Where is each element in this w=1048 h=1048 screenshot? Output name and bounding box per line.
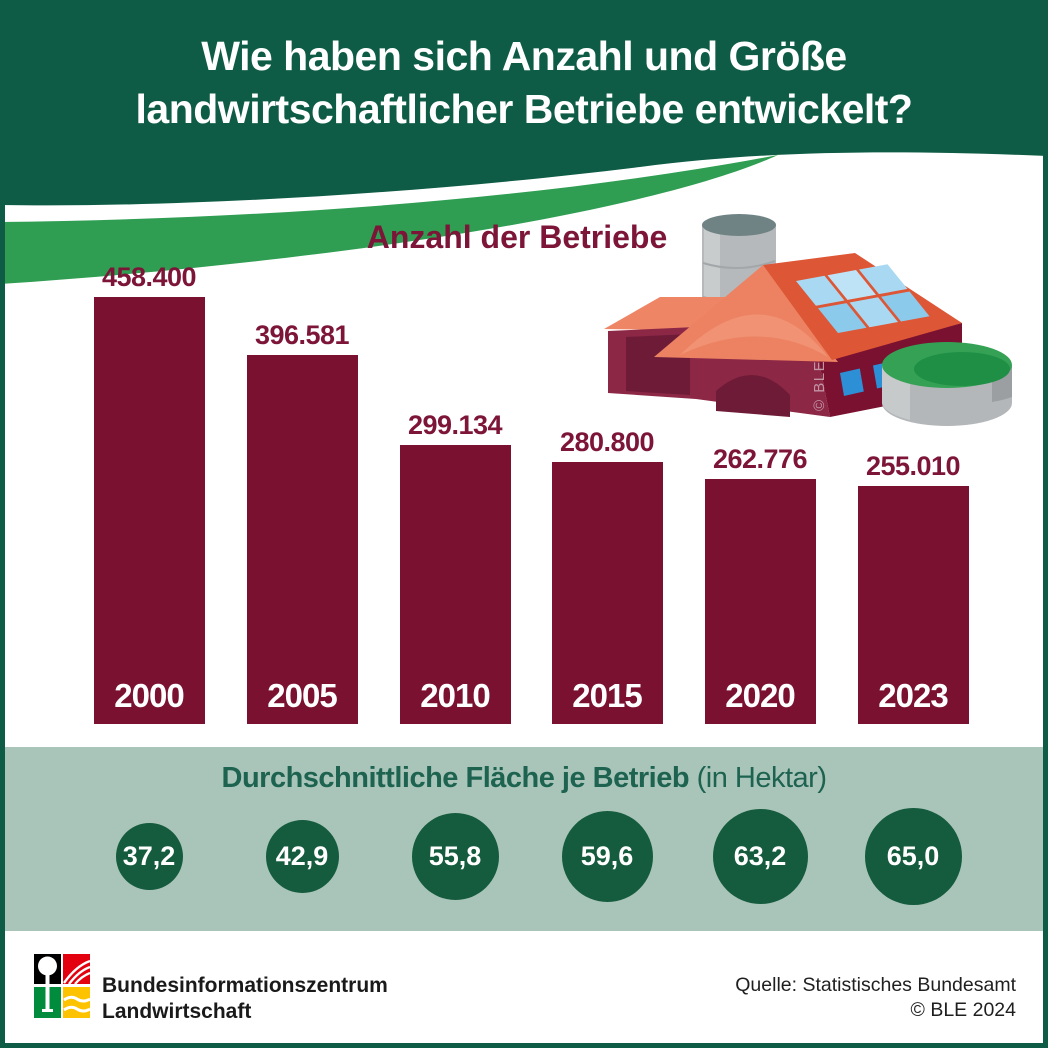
header-swoosh-graphic — [0, 0, 1048, 284]
area-bubble-2005: 42,9 — [265, 819, 339, 893]
area-bubble-2000: 37,2 — [115, 822, 183, 890]
round-silo-icon — [882, 342, 1012, 426]
bar-chart-title: Anzahl der Betriebe — [366, 219, 668, 255]
bar-value-label: 458.400 — [101, 262, 197, 292]
source-line: Quelle: Statistisches Bundesamt — [735, 974, 1016, 996]
page-title-line2: landwirtschaftlicher Betriebe entwickelt… — [135, 86, 913, 132]
organization-line2: Landwirtschaft — [102, 1000, 252, 1023]
tree-icon — [38, 956, 57, 1012]
bar-value-label: 262.776 — [712, 444, 808, 474]
organization-line1: Bundesinformationszentrum — [102, 974, 388, 997]
bar-year-label: 2023 — [878, 677, 948, 714]
copyright-line: © BLE 2024 — [910, 999, 1016, 1021]
solar-panels-icon — [796, 264, 930, 333]
average-area-title: Durchschnittliche Fläche je Betrieb (in … — [0, 760, 1048, 796]
page-title-line1: Wie haben sich Anzahl und Größe — [201, 33, 847, 79]
bar-2000: 2000 — [93, 297, 205, 724]
bar-2023: 2023 — [857, 486, 969, 724]
bar-year-label: 2020 — [725, 677, 795, 714]
bar-year-label: 2000 — [114, 677, 184, 714]
field-rows-icon — [63, 959, 90, 985]
bar-2020: 2020 — [704, 479, 816, 724]
bar-value-label: 255.010 — [865, 451, 961, 481]
bar-value-label: 280.800 — [559, 427, 655, 457]
bar-year-label: 2010 — [420, 677, 490, 714]
area-bubble-2023: 65,0 — [864, 807, 962, 905]
area-bubble-2010: 55,8 — [411, 812, 499, 900]
waves-icon — [63, 995, 90, 1013]
bar-year-label: 2005 — [267, 677, 337, 714]
area-bubble-2020: 63,2 — [712, 808, 808, 904]
organization-name: Bundesinformationszentrum Landwirtschaft — [102, 973, 388, 1025]
bar-2005: 2005 — [246, 355, 358, 724]
bar-2010: 2010 — [399, 445, 511, 724]
bzl-logo — [34, 954, 90, 1018]
page-title: Wie haben sich Anzahl und Größe landwirt… — [0, 30, 1048, 136]
area-bubble-2015: 59,6 — [561, 810, 653, 902]
watermark-text: © BLE — [811, 360, 828, 411]
average-area-band: Durchschnittliche Fläche je Betrieb (in … — [0, 747, 1048, 931]
bar-2015: 2015 — [551, 462, 663, 724]
barn-door-icon — [716, 374, 790, 417]
bar-year-label: 2015 — [572, 677, 642, 714]
bar-value-label: 396.581 — [254, 320, 350, 350]
bar-value-label: 299.134 — [407, 410, 503, 440]
footer: Bundesinformationszentrum Landwirtschaft… — [0, 931, 1048, 1043]
average-area-title-unit: (in Hektar) — [696, 762, 827, 794]
farm-building-illustration: © BLE — [604, 214, 1012, 426]
average-area-title-bold: Durchschnittliche Fläche je Betrieb — [221, 762, 690, 794]
source-note: Quelle: Statistisches Bundesamt © BLE 20… — [735, 973, 1016, 1023]
